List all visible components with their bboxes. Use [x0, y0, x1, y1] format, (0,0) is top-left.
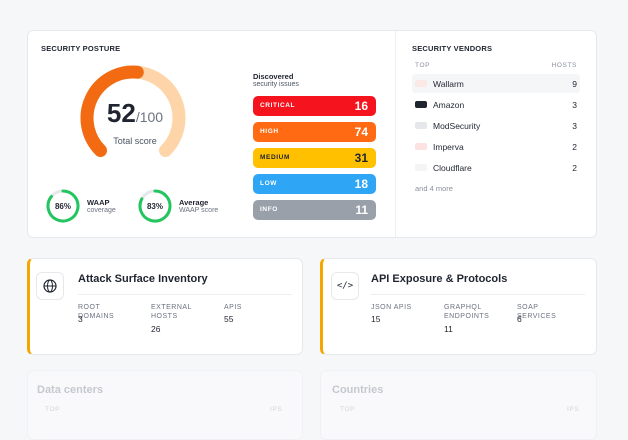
score-value: 52: [106, 98, 136, 128]
issue-count: 11: [355, 203, 368, 217]
vendor-hosts: 3: [572, 121, 577, 131]
issue-bar: CRITICAL 16: [253, 96, 376, 116]
issue-label: LOW: [260, 180, 277, 187]
vendor-icon: [415, 80, 427, 87]
vendor-row: Wallarm 9: [412, 74, 580, 93]
gauge-value: [80, 65, 144, 158]
gauge: [80, 65, 186, 158]
ring-title: WAAP: [87, 198, 110, 207]
issue-count: 31: [354, 151, 368, 165]
issues-title: Discovered: [253, 72, 294, 81]
field-value: 26: [151, 324, 161, 334]
col-header: IPS: [567, 406, 580, 413]
vendor-name: Imperva: [433, 142, 464, 152]
ring-subtitle: coverage: [87, 207, 116, 214]
score-max: 100: [139, 109, 164, 125]
issue-bar: HIGH 74: [253, 122, 376, 142]
field-value: 3: [78, 314, 83, 324]
average-ring: [138, 189, 172, 223]
section-title: SECURITY VENDORS: [412, 44, 493, 53]
vendor-name: ModSecurity: [433, 121, 481, 131]
issue-label: INFO: [260, 206, 278, 213]
field-label: SOAP SERVICES: [517, 304, 557, 320]
datacenters-card: [27, 370, 303, 440]
vendor-row: Amazon 3: [412, 95, 580, 114]
section-title: SECURITY POSTURE: [41, 44, 121, 53]
field-value: 6: [517, 314, 522, 324]
divider: [78, 294, 292, 295]
vendor-name: Cloudflare: [433, 163, 472, 173]
ring-value: [138, 189, 172, 223]
field-label: GRAPHQL ENDPOINTS: [444, 304, 490, 320]
col-header: TOP: [340, 406, 356, 413]
issue-label: HIGH: [260, 128, 279, 135]
code-icon: </>: [331, 272, 359, 300]
card-title: Data centers: [37, 384, 104, 396]
card-title: Attack Surface Inventory: [78, 273, 208, 285]
divider: [395, 31, 396, 237]
field-label: APIS: [224, 304, 242, 311]
col-header: TOP: [45, 406, 61, 413]
issue-count: 16: [354, 99, 368, 113]
col-header: IPS: [270, 406, 283, 413]
vendor-name: Wallarm: [433, 79, 464, 89]
card-title: Countries: [332, 384, 384, 396]
ring-value: [46, 189, 80, 223]
ring-label: 83%: [146, 202, 163, 211]
field-value: 15: [371, 314, 381, 324]
countries-card: [320, 370, 597, 440]
waap-ring: [46, 189, 80, 223]
vendor-hosts: 3: [572, 100, 577, 110]
vendor-hosts: 2: [572, 163, 577, 173]
vendor-row: Cloudflare 2: [412, 158, 580, 177]
vendor-row: Imperva 2: [412, 137, 580, 156]
ring-title: Average: [179, 198, 209, 207]
vendor-icon: [415, 143, 427, 150]
globe-icon: [36, 272, 64, 300]
more-link[interactable]: and 4 more: [415, 184, 453, 193]
score: 52/100: [90, 98, 180, 129]
vendor-hosts: 2: [572, 142, 577, 152]
col-header: HOSTS: [551, 62, 577, 69]
vendor-hosts: 9: [572, 79, 577, 89]
issue-label: MEDIUM: [260, 154, 290, 161]
attack-card: [27, 258, 303, 355]
issue-count: 18: [354, 177, 368, 191]
col-header: TOP: [415, 62, 431, 69]
vendor-row: ModSecurity 3: [412, 116, 580, 135]
field-label: ROOT DOMAINS: [78, 304, 115, 320]
field-label: JSON APIS: [371, 304, 412, 311]
issue-label: CRITICAL: [260, 102, 296, 109]
ring-label: 86%: [54, 202, 71, 211]
vendor-name: Amazon: [433, 100, 465, 110]
field-label: EXTERNAL HOSTS: [151, 304, 192, 320]
dashboard: {"security_posture":{"title":"SECURITY P…: [27, 30, 597, 440]
field-value: 55: [224, 314, 234, 324]
issue-count: 74: [354, 125, 368, 139]
vendor-icon: [415, 101, 427, 108]
issues-subtitle: security issues: [253, 81, 299, 88]
field-value: 11: [444, 324, 453, 334]
ring-subtitle: WAAP score: [179, 207, 219, 214]
divider: [371, 294, 585, 295]
issue-bar: LOW 18: [253, 174, 376, 194]
score-sep: /: [135, 109, 140, 125]
issue-bar: INFO 11: [253, 200, 376, 220]
vendor-icon: [415, 122, 427, 129]
card-title: API Exposure & Protocols: [371, 273, 508, 285]
issue-bar: MEDIUM 31: [253, 148, 376, 168]
vendor-icon: [415, 164, 427, 171]
score-label: Total score: [113, 136, 157, 146]
api-card: [320, 258, 597, 355]
